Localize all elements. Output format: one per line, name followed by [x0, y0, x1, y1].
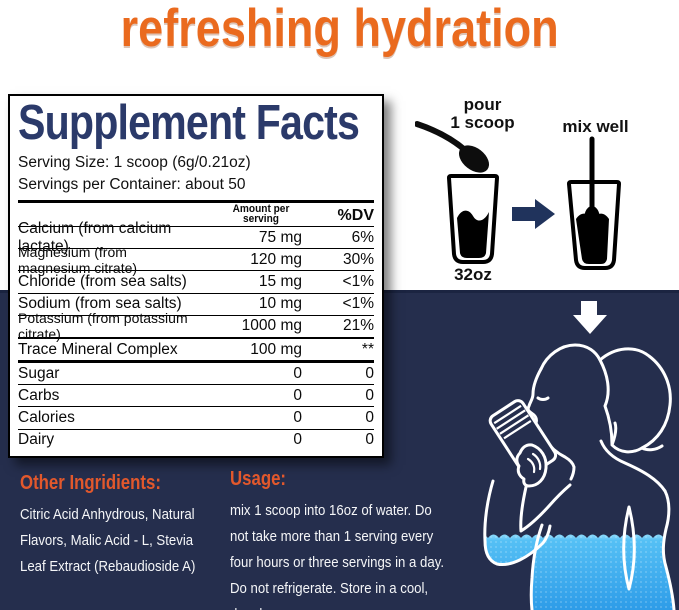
- pour-scoop-label: pour 1 scoop: [430, 96, 535, 132]
- nutrient-dv: <1%: [342, 295, 374, 313]
- hand-outline: [515, 443, 548, 488]
- nutrient-dv: 0: [365, 364, 374, 382]
- nutrient-name: Trace Mineral Complex: [18, 340, 178, 358]
- nutrient-name: Magnesium (from magnesium citrate): [18, 243, 138, 276]
- table-row: Carbs 0 0: [18, 385, 374, 408]
- usage-section: Usage: mix 1 scoop into 16oz of water. D…: [230, 468, 475, 610]
- nutrient-amount: 100 mg: [250, 340, 302, 358]
- nutrient-amount: 10 mg: [258, 295, 302, 313]
- pour-label-line1: pour: [463, 95, 502, 114]
- nutrient-amount: 0: [293, 409, 302, 427]
- table-row: Dairy 0 0: [18, 430, 374, 451]
- nutrient-amount: 1000 mg: [241, 317, 302, 335]
- table-row: Sodium (from sea salts) 10 mg <1%: [18, 294, 374, 316]
- usage-heading: Usage:: [230, 468, 287, 490]
- nutrient-amount: 75 mg: [258, 228, 302, 246]
- page-title-text: refreshing hydration: [120, 0, 559, 58]
- usage-body: mix 1 scoop into 16oz of water. Do not t…: [230, 502, 445, 610]
- table-row: Potassium (from potassium citrate) 1000 …: [18, 310, 374, 342]
- nutrient-name: Carbs: [18, 386, 60, 404]
- serving-size: Serving Size: 1 scoop (6g/0.21oz): [18, 153, 251, 171]
- nutrient-name: Sodium (from sea salts): [18, 295, 182, 313]
- nutrient-name: Sugar: [18, 364, 60, 382]
- mix-well-label: mix well: [562, 117, 629, 136]
- table-row: Trace Mineral Complex 100 mg **: [18, 339, 374, 364]
- nutrient-amount: 0: [293, 431, 302, 449]
- table-row: Calories 0 0: [18, 407, 374, 430]
- nutrient-amount: 0: [293, 386, 302, 404]
- nutrient-dv: 30%: [342, 250, 374, 268]
- nutrient-amount: 120 mg: [250, 250, 302, 268]
- glass-size-label: 32oz: [454, 265, 492, 284]
- table-row: Magnesium (from magnesium citrate) 120 m…: [18, 244, 374, 276]
- nutrient-dv: 0: [365, 431, 374, 449]
- pour-label-line2: 1 scoop: [450, 113, 515, 132]
- other-ingredients-body: Citric Acid Anhydrous, Natural Flavors, …: [20, 506, 196, 575]
- nutrient-dv: 21%: [342, 317, 374, 335]
- nutrient-dv: <1%: [342, 272, 374, 290]
- woman-head-outline: [526, 343, 672, 493]
- panel-title: Supplement Facts: [18, 96, 360, 150]
- other-ingredients-section: Other Ingridients: Citric Acid Anhydrous…: [20, 472, 232, 580]
- nutrient-dv: **: [361, 340, 374, 358]
- servings-per-container: Servings per Container: about 50: [18, 175, 246, 193]
- nutrient-name: Potassium (from potassium citrate): [18, 310, 188, 343]
- glass-stir-icon: [567, 136, 621, 270]
- nutrient-amount: 0: [293, 364, 302, 382]
- table-header: Amount per serving %DV: [18, 199, 374, 227]
- nutrient-dv: 6%: [351, 228, 374, 246]
- page-title: refreshing hydration: [0, 2, 679, 55]
- column-header-dv: %DV: [337, 206, 374, 224]
- spoon-icon: [415, 121, 490, 173]
- table-row: Chloride (from sea salts) 15 mg <1%: [18, 271, 374, 294]
- other-ingredients-heading: Other Ingridients:: [20, 472, 161, 494]
- body-water-fill: [484, 534, 674, 610]
- nutrient-name: Dairy: [18, 431, 55, 449]
- table-row: Sugar 0 0: [18, 363, 374, 386]
- woman-body-outline: [483, 479, 676, 610]
- woman-drinking-illustration: [483, 301, 676, 610]
- arrow-right-icon: [512, 199, 555, 229]
- supplement-facts-panel: Supplement Facts Serving Size: 1 scoop (…: [8, 94, 384, 458]
- nutrient-name: Calories: [18, 409, 75, 427]
- glass-water-icon: [447, 174, 499, 264]
- table-row: Calcium (from calcium lactate) 75 mg 6%: [18, 220, 374, 255]
- nutrient-name: Calcium (from calcium lactate): [18, 219, 172, 255]
- column-header-amount: Amount per serving: [232, 202, 290, 226]
- nutrient-dv: 0: [365, 409, 374, 427]
- nutrient-name: Chloride (from sea salts): [18, 272, 187, 290]
- nutrient-amount: 15 mg: [258, 272, 302, 290]
- nutrient-dv: 0: [365, 386, 374, 404]
- arrow-down-icon: [573, 301, 607, 334]
